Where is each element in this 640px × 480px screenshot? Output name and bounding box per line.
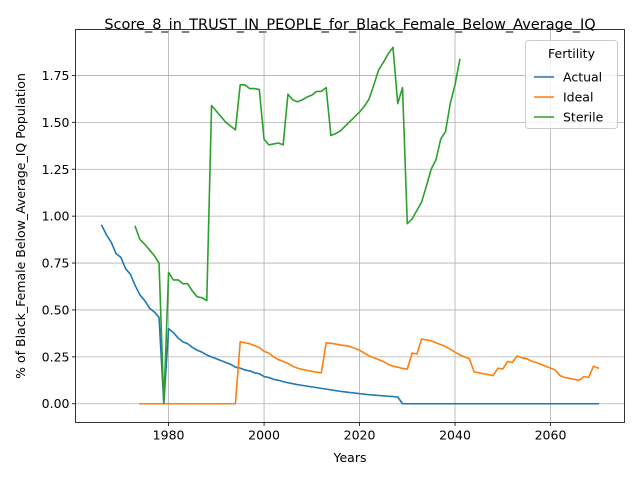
x-tick-label: 2020 [344,428,376,443]
series-line-ideal [139,338,600,405]
y-tick-label: 1.75 [42,68,70,83]
series-lines [100,46,600,405]
chart-title: Score_8_in_TRUST_IN_PEOPLE_for_Black_Fem… [104,17,595,33]
legend-title: Fertility [548,46,596,61]
y-axis: 0.00 0.25 0.50 0.75 1.00 1.25 1.50 1.75 [42,68,76,411]
y-tick-label: 1.50 [42,115,70,130]
y-tick-label: 0.25 [42,349,70,364]
y-tick-label: 0.50 [42,302,70,317]
series-line-sterile [134,46,461,405]
y-tick-label: 1.25 [42,162,70,177]
x-tick-label: 2060 [535,428,567,443]
x-tick-label: 2000 [248,428,280,443]
y-tick-label: 1.00 [42,209,70,224]
y-tick-label: 0.75 [42,256,70,271]
x-axis-label: Years [333,450,367,465]
y-axis-label: % of Black_Female Below_Average_IQ Popul… [13,73,28,379]
legend-box [525,40,618,129]
x-tick-label: 2040 [439,428,471,443]
plot-area-frame [75,29,625,423]
y-tick-label: 0.00 [42,396,70,411]
legend-label-ideal: Ideal [563,90,593,105]
legend-label-sterile: Sterile [563,110,604,125]
legend-label-actual: Actual [563,70,602,85]
x-tick-label: 1980 [153,428,185,443]
legend: Fertility Actual Ideal Sterile [525,40,618,129]
series-line-actual [100,224,600,405]
x-axis: 1980 2000 2020 2040 2060 [153,422,567,443]
legend-entries: Actual Ideal Sterile [534,70,604,125]
